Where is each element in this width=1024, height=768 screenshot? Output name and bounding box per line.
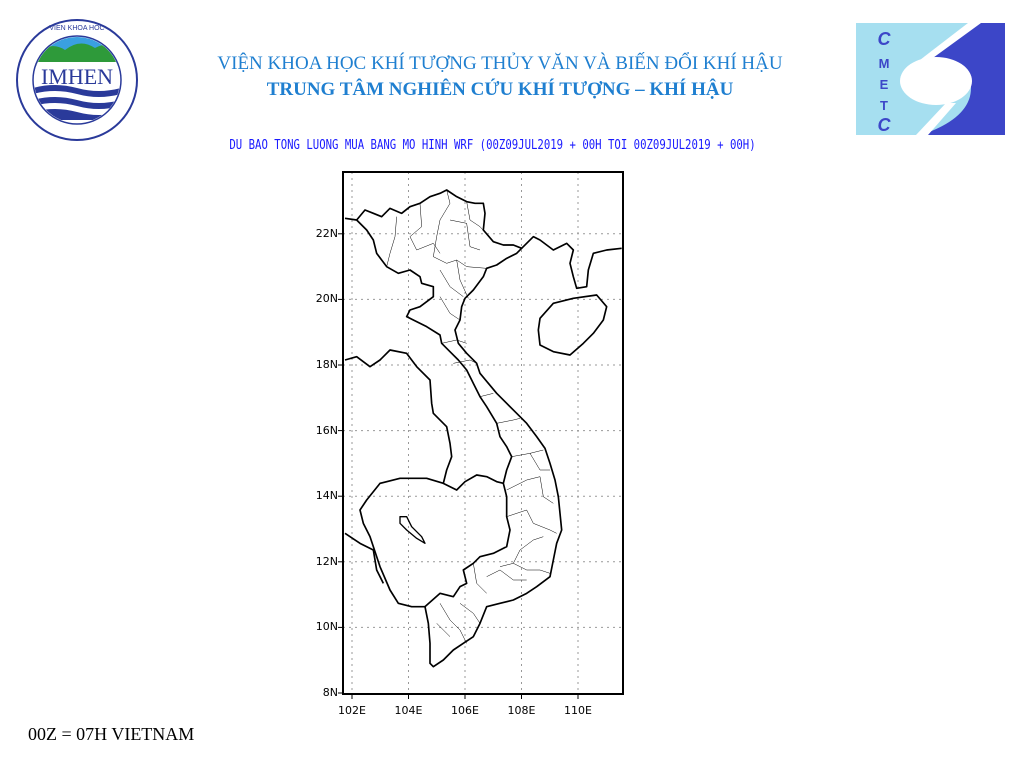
svg-text:VIEN KHOA HOC: VIEN KHOA HOC <box>49 25 104 32</box>
lat-label: 12N <box>315 554 338 568</box>
svg-text:IMHEN: IMHEN <box>41 64 113 89</box>
laos-border <box>344 349 504 491</box>
cambodia-border <box>359 477 444 608</box>
china-coast <box>521 235 622 290</box>
institute-title: VIỆN KHOA HỌC KHÍ TƯỢNG THỦY VĂN VÀ BIẾN… <box>217 53 783 74</box>
svg-text:C: C <box>878 29 892 49</box>
map-title: DU BAO TONG LUONG MUA BANG MO HINH WRF (… <box>229 138 756 153</box>
svg-text:C: C <box>878 115 892 135</box>
lat-label: 16N <box>315 423 338 437</box>
lat-label: 14N <box>315 489 338 503</box>
hainan-island <box>537 294 608 356</box>
svg-text:T: T <box>880 98 888 113</box>
map-border <box>342 171 624 695</box>
lon-label: 106E <box>451 704 479 717</box>
imhen-logo: IMHEN VIEN KHOA HOC <box>16 19 138 141</box>
center-title: TRUNG TÂM NGHIÊN CỨU KHÍ TƯỢNG – KHÍ HẬU <box>266 79 734 100</box>
lon-label: 110E <box>564 704 592 717</box>
thailand-coast <box>344 532 385 584</box>
lat-label: 10N <box>315 620 338 634</box>
svg-text:M: M <box>879 56 890 71</box>
lon-label: 108E <box>507 704 536 717</box>
lat-label: 22N <box>315 226 338 240</box>
svg-text:E: E <box>880 77 889 92</box>
timezone-note: 00Z = 07H VIETNAM <box>28 724 195 744</box>
tonle-sap-lake <box>399 516 426 544</box>
lat-label: 8N <box>322 686 338 699</box>
lon-label: 102E <box>338 704 366 717</box>
vietnam-outline <box>344 189 563 668</box>
province-borders <box>386 189 557 644</box>
lat-label: 18N <box>315 358 338 371</box>
lat-label: 20N <box>315 292 338 306</box>
lon-label: 104E <box>394 704 423 717</box>
